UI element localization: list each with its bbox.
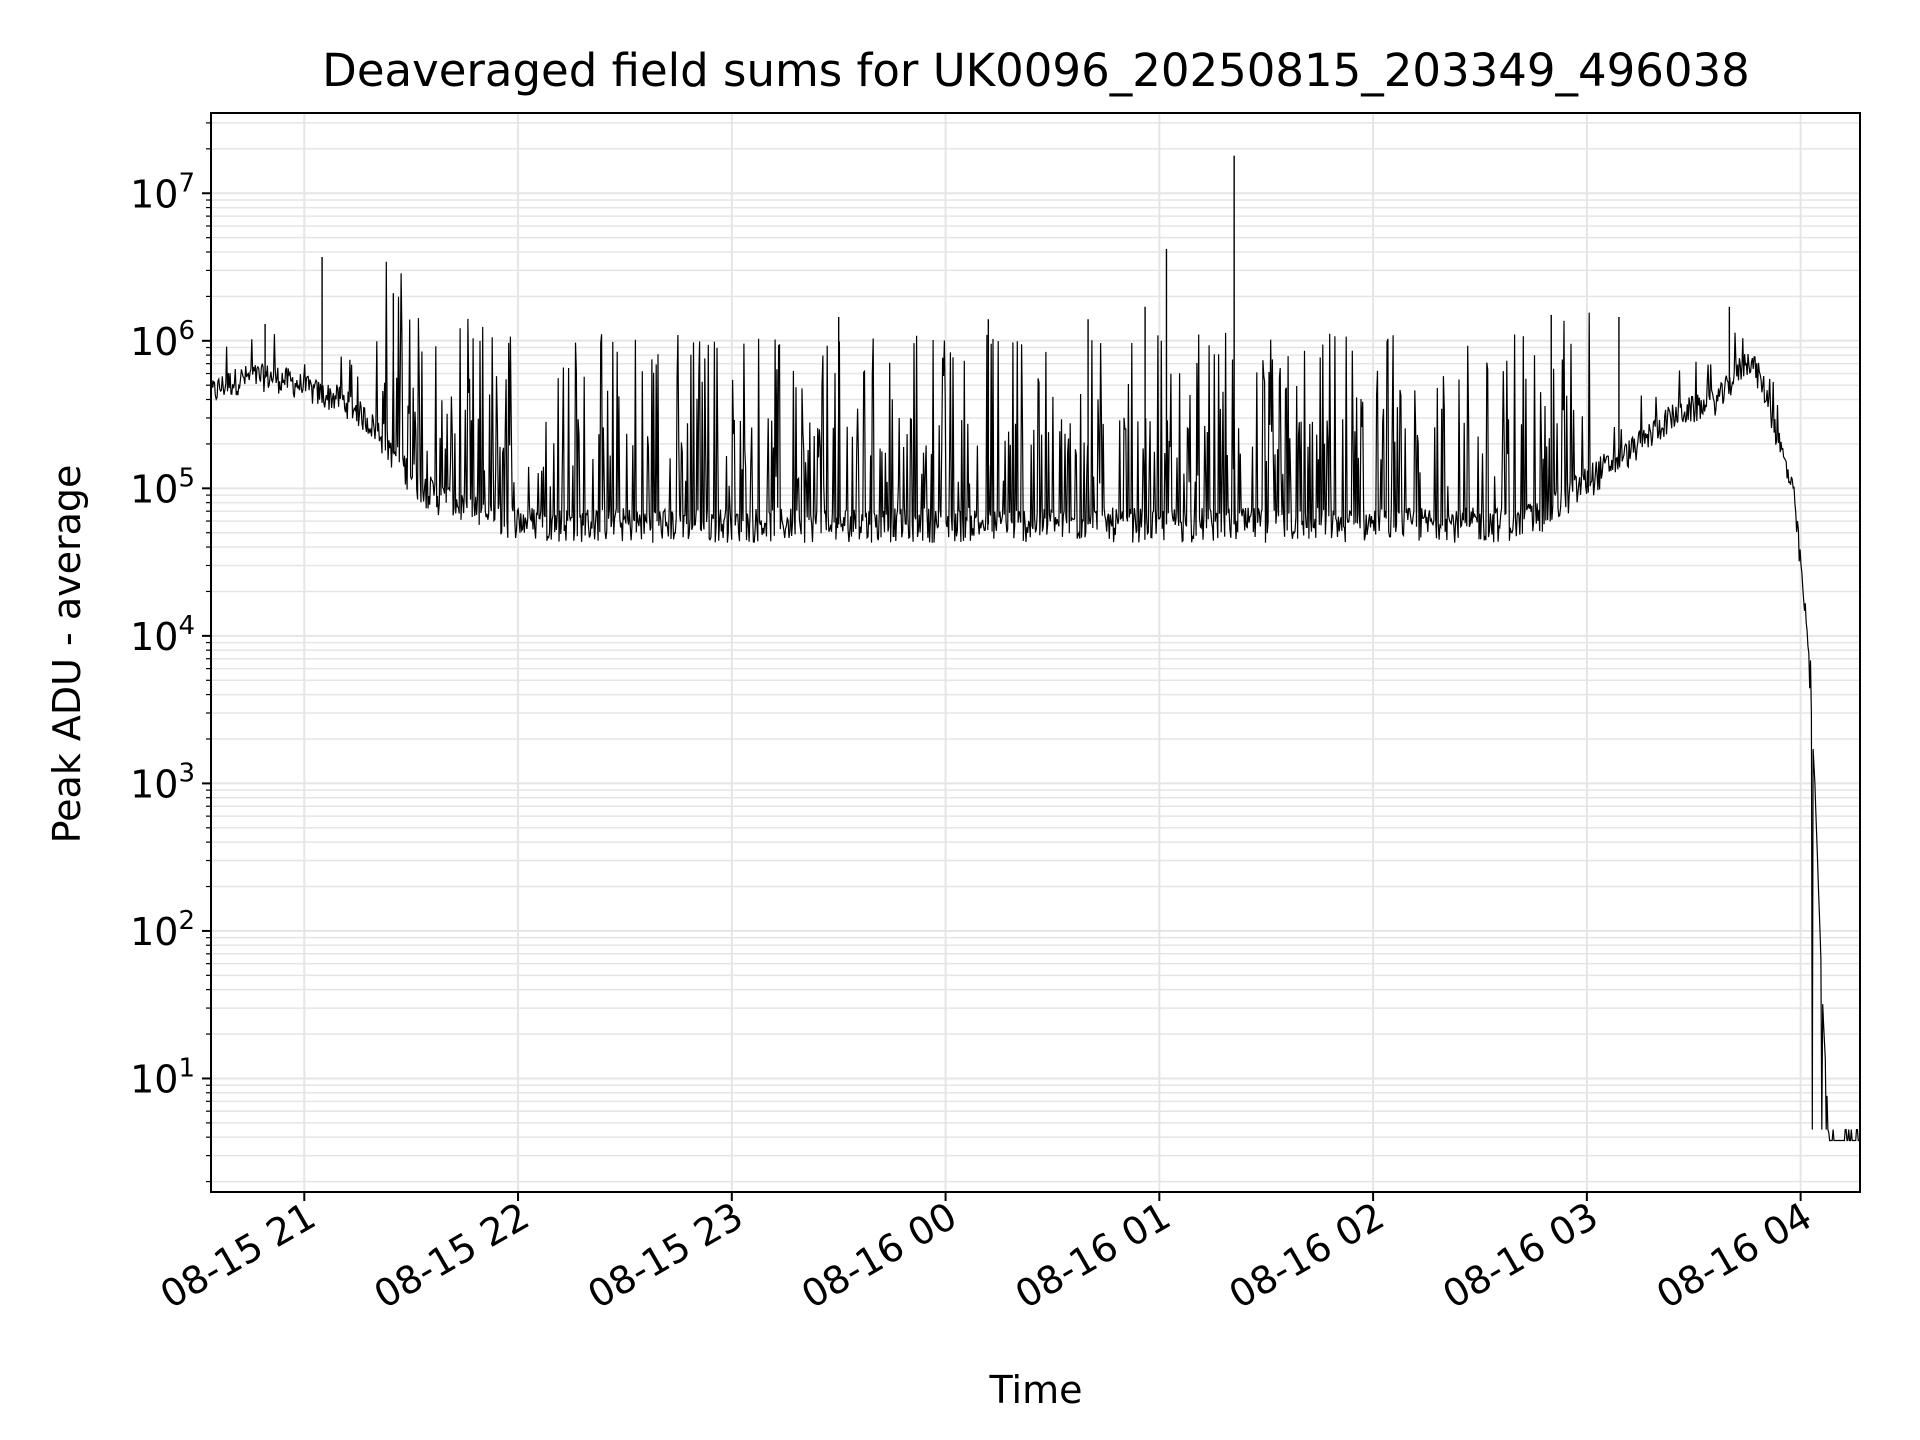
x-tick-label: 08-16 03 <box>1435 1194 1605 1318</box>
y-tick-label: 101 <box>130 1053 195 1101</box>
x-tick-label: 08-15 21 <box>153 1194 323 1318</box>
x-tick-label: 08-16 02 <box>1222 1194 1392 1318</box>
minor-grid <box>211 122 1860 1183</box>
x-ticks: 08-15 21 08-15 22 08-15 23 08-16 00 08-16 01… <box>153 1192 1819 1317</box>
chart-title: Deaveraged field sums for UK0096_2025081… <box>322 44 1750 97</box>
y-tick-label: 104 <box>130 611 195 659</box>
plot-frame <box>210 112 1861 1193</box>
x-tick-label: 08-15 23 <box>580 1194 750 1318</box>
x-tick-label: 08-16 01 <box>1008 1194 1178 1318</box>
spike-marks <box>264 155 1731 525</box>
y-axis-label: Peak ADU - average <box>45 465 89 844</box>
y-tick-label: 107 <box>130 168 195 216</box>
y-tick-label: 105 <box>130 463 195 511</box>
x-tick-label: 08-15 22 <box>367 1194 537 1318</box>
y-tick-label: 103 <box>130 758 195 806</box>
y-tick-label: 106 <box>130 316 195 364</box>
major-grid <box>211 113 1860 1192</box>
x-tick-label: 08-16 04 <box>1649 1194 1819 1318</box>
y-ticks: 101 102 103 104 105 106 107 <box>130 122 211 1183</box>
x-tick-label: 08-16 00 <box>794 1194 964 1318</box>
y-tick-label: 102 <box>130 906 195 954</box>
series-line <box>210 261 1860 1142</box>
x-axis-label: Time <box>989 1368 1083 1412</box>
